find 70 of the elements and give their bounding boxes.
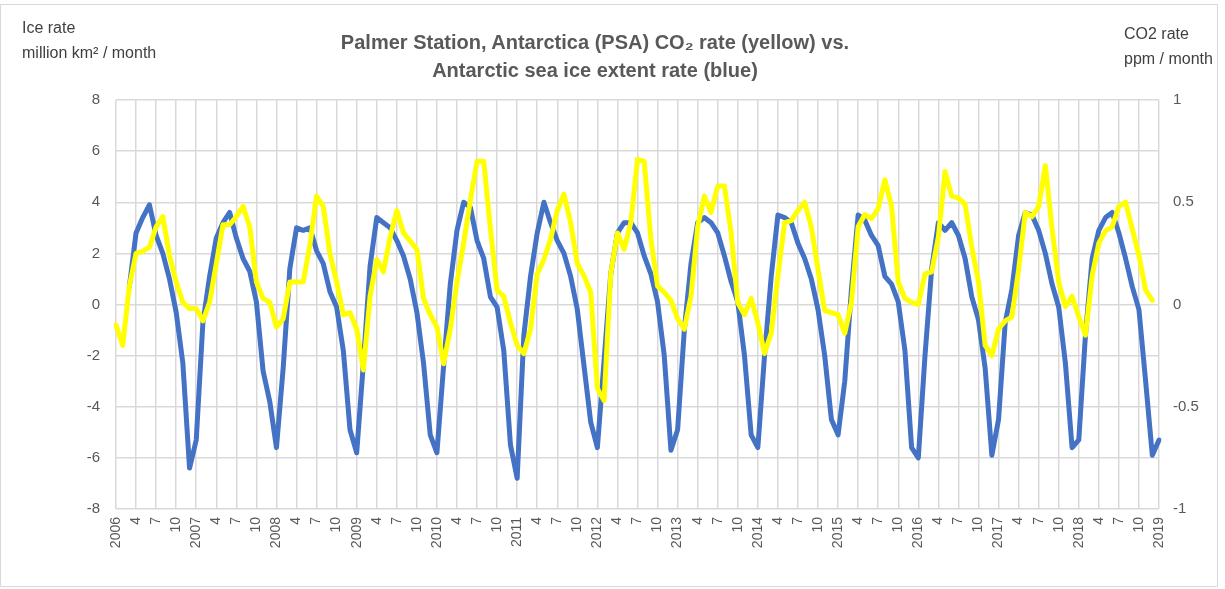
x-tick-label: 4	[688, 516, 705, 525]
x-tick-label: 4	[287, 516, 304, 525]
x-tick-label: 10	[327, 516, 344, 533]
x-tick-label: 10	[648, 516, 665, 533]
x-tick-label: 4	[768, 516, 785, 525]
x-tick-label: 2009	[347, 516, 364, 549]
x-tick-label: 2011	[508, 516, 525, 548]
x-tick-label: 7	[387, 516, 404, 525]
y-axis-title: Ice rate million km² / month	[22, 18, 157, 63]
x-tick-label: 10	[808, 516, 825, 533]
y2-tick-label: 1	[1173, 90, 1182, 108]
x-tick-label: 10	[568, 516, 585, 533]
x-tick-label: 4	[126, 516, 143, 525]
x-tick-label: 4	[608, 516, 625, 525]
x-tick-label: 7	[146, 516, 163, 525]
y2-tick-label: 0.5	[1173, 192, 1194, 210]
x-tick-label: 7	[708, 516, 725, 525]
x-tick-label: 2012	[588, 516, 605, 549]
y-tick-label: -6	[86, 448, 100, 466]
x-tick-label: 7	[788, 516, 805, 525]
x-tick-label: 7	[307, 516, 324, 525]
chart-title: Palmer Station, Antarctica (PSA) CO₂ rate (yellow) vs. Antarctic sea ice extent rate (blue)	[339, 30, 851, 83]
x-tick-label: 7	[1029, 516, 1046, 525]
x-tick-label: 2018	[1069, 516, 1086, 549]
x-tick-label: 2019	[1149, 516, 1166, 549]
x-tick-label: 10	[407, 516, 424, 533]
x-tick-label: 2007	[187, 516, 204, 549]
x-tick-label: 4	[528, 516, 545, 525]
x-tick-label: 10	[247, 516, 264, 533]
x-tick-label: 2008	[267, 516, 284, 549]
x-tick-label: 2006	[106, 516, 123, 549]
x-tick-label: 2013	[668, 516, 685, 549]
x-tick-label: 7	[467, 516, 484, 525]
x-tick-label: 10	[1129, 516, 1146, 533]
x-tick-label: 4	[207, 516, 224, 525]
y-tick-label: 8	[91, 90, 100, 108]
x-tick-label: 4	[447, 516, 464, 525]
x-tick-label: 10	[969, 516, 986, 533]
y-tick-label: 2	[91, 243, 100, 261]
x-tick-label: 7	[227, 516, 244, 525]
x-tick-label: 4	[1089, 516, 1106, 525]
x-tick-label: 4	[367, 516, 384, 525]
y-tick-label: -4	[86, 396, 100, 414]
x-tick-label: 7	[869, 516, 886, 525]
x-tick-label: 7	[628, 516, 645, 525]
x-tick-label: 2014	[748, 516, 765, 549]
y-tick-label: 6	[91, 141, 100, 159]
y2-axis-title: CO2 rate ppm / month	[1124, 24, 1213, 69]
y-tick-label: -8	[86, 499, 100, 517]
x-tick-label: 2010	[427, 516, 444, 549]
x-tick-label: 2015	[828, 516, 845, 549]
x-tick-label: 7	[1109, 516, 1126, 525]
y-tick-label: 0	[91, 294, 100, 312]
y2-tick-label: -1	[1173, 499, 1187, 517]
x-tick-label: 2016	[909, 516, 926, 549]
x-tick-label: 4	[1009, 516, 1026, 525]
x-tick-label: 7	[548, 516, 565, 525]
x-tick-label: 10	[1049, 516, 1066, 533]
x-tick-label: 10	[487, 516, 504, 533]
x-tick-label: 10	[167, 516, 184, 533]
y2-tick-label: 0	[1173, 294, 1182, 312]
y-tick-label: 4	[91, 192, 100, 210]
x-tick-label: 2017	[989, 516, 1006, 549]
x-tick-label: 10	[889, 516, 906, 533]
x-tick-label: 4	[848, 516, 865, 525]
y2-tick-label: -0.5	[1173, 396, 1199, 414]
x-tick-label: 7	[949, 516, 966, 525]
y-tick-label: -2	[86, 345, 100, 363]
x-tick-label: 10	[728, 516, 745, 533]
x-tick-label: 4	[929, 516, 946, 525]
